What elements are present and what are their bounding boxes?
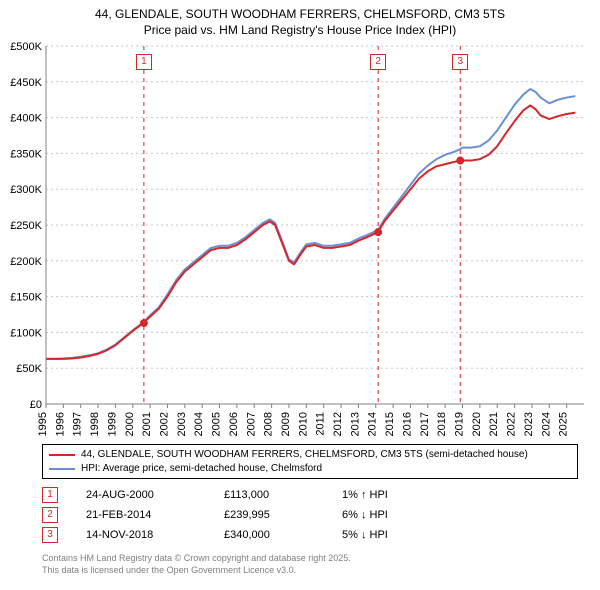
legend-item: 44, GLENDALE, SOUTH WOODHAM FERRERS, CHE… bbox=[49, 448, 571, 462]
svg-text:£0: £0 bbox=[30, 399, 42, 411]
sale-event-delta: 5% ↓ HPI bbox=[342, 529, 452, 541]
svg-text:£400K: £400K bbox=[10, 113, 42, 125]
sale-marker-tag: 3 bbox=[452, 54, 468, 70]
svg-text:£50K: £50K bbox=[16, 364, 42, 376]
svg-text:£300K: £300K bbox=[10, 185, 42, 197]
svg-text:2021: 2021 bbox=[488, 412, 500, 436]
svg-text:2005: 2005 bbox=[211, 412, 223, 436]
svg-text:2003: 2003 bbox=[176, 412, 188, 436]
chart-title: 44, GLENDALE, SOUTH WOODHAM FERRERS, CHE… bbox=[0, 0, 600, 38]
title-line-1: 44, GLENDALE, SOUTH WOODHAM FERRERS, CHE… bbox=[0, 6, 600, 22]
sale-event-delta: 1% ↑ HPI bbox=[342, 489, 452, 501]
sale-event-price: £340,000 bbox=[224, 529, 314, 541]
svg-text:£500K: £500K bbox=[10, 41, 42, 53]
sale-events-list: 1 24-AUG-2000 £113,000 1% ↑ HPI 2 21-FEB-2014… bbox=[42, 485, 578, 545]
footer-line-1: Contains HM Land Registry data © Crown c… bbox=[42, 553, 578, 565]
svg-text:2001: 2001 bbox=[141, 412, 153, 436]
chart-area: £0 £50K £100K £150K £200K £250K £300K £350K £400… bbox=[0, 38, 600, 438]
line-chart-svg: £0 £50K £100K £150K £200K £250K £300K £350K £400… bbox=[0, 38, 600, 438]
svg-text:2008: 2008 bbox=[263, 412, 275, 436]
svg-text:2016: 2016 bbox=[401, 412, 413, 436]
sale-event-tag: 3 bbox=[42, 527, 58, 543]
legend-swatch bbox=[49, 468, 75, 470]
svg-text:£250K: £250K bbox=[10, 220, 42, 232]
svg-text:2002: 2002 bbox=[158, 412, 170, 436]
sale-marker-tag: 2 bbox=[370, 54, 386, 70]
legend-swatch bbox=[49, 454, 75, 456]
footer-line-2: This data is licensed under the Open Gov… bbox=[42, 565, 578, 577]
svg-text:2024: 2024 bbox=[540, 412, 552, 436]
title-line-2: Price paid vs. HM Land Registry's House … bbox=[0, 22, 600, 38]
svg-text:2007: 2007 bbox=[245, 412, 257, 436]
svg-text:£100K: £100K bbox=[10, 328, 42, 340]
svg-text:2011: 2011 bbox=[315, 412, 327, 436]
svg-text:2020: 2020 bbox=[471, 412, 483, 436]
sale-marker-tag: 1 bbox=[136, 54, 152, 70]
legend-label: 44, GLENDALE, SOUTH WOODHAM FERRERS, CHE… bbox=[81, 448, 528, 462]
svg-text:2022: 2022 bbox=[506, 412, 518, 436]
svg-text:1996: 1996 bbox=[54, 412, 66, 436]
svg-text:2025: 2025 bbox=[558, 412, 570, 436]
sale-event-date: 24-AUG-2000 bbox=[86, 489, 196, 501]
sale-event-row: 3 14-NOV-2018 £340,000 5% ↓ HPI bbox=[42, 525, 578, 545]
svg-text:2012: 2012 bbox=[332, 412, 344, 436]
svg-text:2018: 2018 bbox=[436, 412, 448, 436]
svg-text:1997: 1997 bbox=[72, 412, 84, 436]
svg-text:2019: 2019 bbox=[454, 412, 466, 436]
legend: 44, GLENDALE, SOUTH WOODHAM FERRERS, CHE… bbox=[42, 444, 578, 479]
svg-text:2015: 2015 bbox=[384, 412, 396, 436]
svg-text:1998: 1998 bbox=[89, 412, 101, 436]
sale-event-tag: 1 bbox=[42, 487, 58, 503]
svg-text:2010: 2010 bbox=[297, 412, 309, 436]
legend-item: HPI: Average price, semi-detached house,… bbox=[49, 462, 571, 476]
svg-text:2017: 2017 bbox=[419, 412, 431, 436]
sale-event-price: £239,995 bbox=[224, 509, 314, 521]
svg-text:2009: 2009 bbox=[280, 412, 292, 436]
svg-text:2000: 2000 bbox=[124, 412, 136, 436]
svg-text:2023: 2023 bbox=[523, 412, 535, 436]
sale-event-price: £113,000 bbox=[224, 489, 314, 501]
sale-event-row: 2 21-FEB-2014 £239,995 6% ↓ HPI bbox=[42, 505, 578, 525]
svg-text:£350K: £350K bbox=[10, 149, 42, 161]
sale-event-row: 1 24-AUG-2000 £113,000 1% ↑ HPI bbox=[42, 485, 578, 505]
svg-text:£200K: £200K bbox=[10, 256, 42, 268]
attribution-footer: Contains HM Land Registry data © Crown c… bbox=[42, 553, 578, 576]
svg-text:2004: 2004 bbox=[193, 412, 205, 436]
sale-event-delta: 6% ↓ HPI bbox=[342, 509, 452, 521]
svg-text:2013: 2013 bbox=[349, 412, 361, 436]
sale-event-date: 21-FEB-2014 bbox=[86, 509, 196, 521]
svg-text:1999: 1999 bbox=[106, 412, 118, 436]
svg-text:2006: 2006 bbox=[228, 412, 240, 436]
svg-text:£150K: £150K bbox=[10, 292, 42, 304]
legend-label: HPI: Average price, semi-detached house,… bbox=[81, 462, 322, 476]
svg-text:2014: 2014 bbox=[367, 412, 379, 436]
svg-text:£450K: £450K bbox=[10, 77, 42, 89]
svg-text:1995: 1995 bbox=[37, 412, 49, 436]
sale-event-tag: 2 bbox=[42, 507, 58, 523]
sale-event-date: 14-NOV-2018 bbox=[86, 529, 196, 541]
